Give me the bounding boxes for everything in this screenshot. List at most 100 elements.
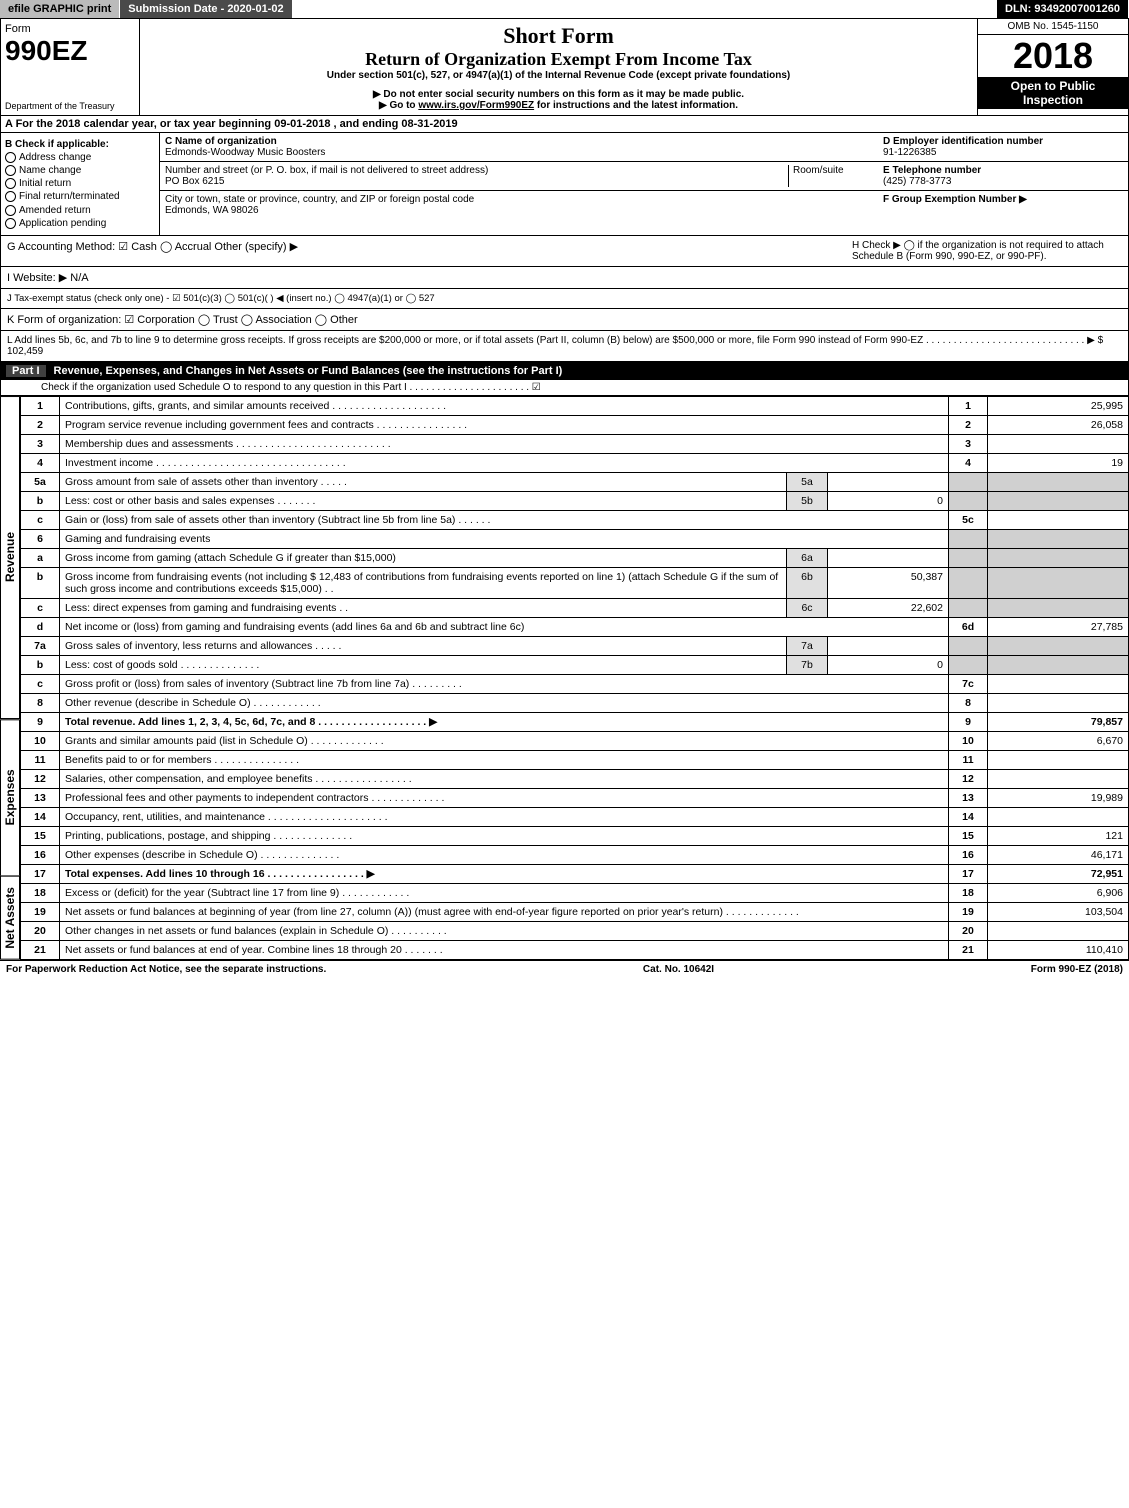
period-begin: 09-01-2018 (274, 118, 330, 130)
out-line-number: 8 (949, 693, 988, 712)
table-row: cGain or (loss) from sale of assets othe… (21, 510, 1129, 529)
right-header-col: OMB No. 1545-1150 2018 Open to Public In… (978, 19, 1128, 115)
sub-line-value: 50,387 (828, 567, 949, 598)
line-number: 15 (21, 826, 60, 845)
out-val-shade (988, 529, 1129, 548)
sub-line-value (828, 548, 949, 567)
e-label: E Telephone number (883, 165, 981, 176)
table-row: 8Other revenue (describe in Schedule O) … (21, 693, 1129, 712)
check-initial[interactable]: Initial return (5, 178, 155, 189)
line-number: 16 (21, 845, 60, 864)
line-number: c (21, 510, 60, 529)
out-line-number: 15 (949, 826, 988, 845)
table-row: 12Salaries, other compensation, and empl… (21, 769, 1129, 788)
out-line-value: 19 (988, 453, 1129, 472)
line-i: I Website: ▶ N/A (0, 267, 1129, 289)
form-id-col: Form 990EZ Department of the Treasury (1, 19, 140, 115)
sub-line-number: 5b (787, 491, 828, 510)
dept-label: Department of the Treasury (5, 101, 135, 111)
irs-link[interactable]: www.irs.gov/Form990EZ (418, 100, 534, 111)
out-line-value (988, 769, 1129, 788)
identification-block: B Check if applicable: Address change Na… (0, 133, 1129, 236)
line-number: c (21, 674, 60, 693)
line-number: 20 (21, 921, 60, 940)
c-label: C Name of organization (165, 136, 277, 147)
line-number: b (21, 655, 60, 674)
out-line-value (988, 510, 1129, 529)
out-line-value: 26,058 (988, 415, 1129, 434)
main-title: Return of Organization Exempt From Incom… (146, 49, 971, 70)
table-row: 20Other changes in net assets or fund ba… (21, 921, 1129, 940)
out-line-value (988, 921, 1129, 940)
out-num-shade (949, 636, 988, 655)
table-row: 16Other expenses (describe in Schedule O… (21, 845, 1129, 864)
right-info-col: D Employer identification number 91-1226… (878, 133, 1128, 235)
out-line-value (988, 674, 1129, 693)
table-row: dNet income or (loss) from gaming and fu… (21, 617, 1129, 636)
out-line-number: 2 (949, 415, 988, 434)
line-text: Other changes in net assets or fund bala… (60, 921, 949, 940)
out-line-value (988, 750, 1129, 769)
tax-year: 2018 (978, 35, 1128, 77)
line-text: Less: cost or other basis and sales expe… (60, 491, 787, 510)
table-row: aGross income from gaming (attach Schedu… (21, 548, 1129, 567)
out-val-shade (988, 598, 1129, 617)
table-row: bGross income from fundraising events (n… (21, 567, 1129, 598)
check-amended[interactable]: Amended return (5, 205, 155, 216)
check-address[interactable]: Address change (5, 152, 155, 163)
line-text: Less: direct expenses from gaming and fu… (60, 598, 787, 617)
sub-line-value (828, 636, 949, 655)
out-line-number: 5c (949, 510, 988, 529)
open-public: Open to Public Inspection (978, 77, 1128, 109)
table-row: bLess: cost of goods sold . . . . . . . … (21, 655, 1129, 674)
line-l-text: L Add lines 5b, 6c, and 7b to line 9 to … (7, 335, 1103, 346)
line-text: Gaming and fundraising events (60, 529, 949, 548)
org-city-box: City or town, state or province, country… (160, 191, 878, 219)
b-label: B Check if applicable: (5, 139, 155, 150)
out-line-value: 46,171 (988, 845, 1129, 864)
check-name[interactable]: Name change (5, 165, 155, 176)
out-line-value: 110,410 (988, 940, 1129, 959)
out-line-number: 9 (949, 712, 988, 731)
line-text: Benefits paid to or for members . . . . … (60, 750, 949, 769)
out-line-number: 19 (949, 902, 988, 921)
org-mid-col: C Name of organization Edmonds-Woodway M… (160, 133, 878, 235)
out-line-value (988, 807, 1129, 826)
efile-label: efile GRAPHIC print (0, 0, 120, 18)
table-row: 13Professional fees and other payments t… (21, 788, 1129, 807)
out-line-number: 6d (949, 617, 988, 636)
group-box: F Group Exemption Number ▶ (878, 191, 1128, 219)
line-number: 4 (21, 453, 60, 472)
check-final[interactable]: Final return/terminated (5, 191, 155, 202)
out-line-number: 11 (949, 750, 988, 769)
check-pending[interactable]: Application pending (5, 218, 155, 229)
line-text: Gross income from gaming (attach Schedul… (60, 548, 787, 567)
out-line-number: 3 (949, 434, 988, 453)
out-num-shade (949, 567, 988, 598)
line-text: Gross amount from sale of assets other t… (60, 472, 787, 491)
table-row: 21Net assets or fund balances at end of … (21, 940, 1129, 959)
top-bar: efile GRAPHIC print Submission Date - 20… (0, 0, 1129, 18)
sub-line-value: 0 (828, 491, 949, 510)
line-number: 1 (21, 396, 60, 415)
table-row: 9Total revenue. Add lines 1, 2, 3, 4, 5c… (21, 712, 1129, 731)
line-text: Net assets or fund balances at end of ye… (60, 940, 949, 959)
ein: 91-1226385 (883, 147, 936, 158)
table-row: 4Investment income . . . . . . . . . . .… (21, 453, 1129, 472)
out-num-shade (949, 529, 988, 548)
line-number: 13 (21, 788, 60, 807)
line-number: 19 (21, 902, 60, 921)
lines-table: 1Contributions, gifts, grants, and simil… (20, 396, 1129, 960)
line-text: Grants and similar amounts paid (list in… (60, 731, 949, 750)
street: PO Box 6215 (165, 176, 224, 187)
omb-number: OMB No. 1545-1150 (978, 19, 1128, 35)
side-netassets: Net Assets (0, 876, 20, 960)
line-text: Program service revenue including govern… (60, 415, 949, 434)
table-row: 2Program service revenue including gover… (21, 415, 1129, 434)
line-number: 14 (21, 807, 60, 826)
out-num-shade (949, 598, 988, 617)
out-line-value (988, 693, 1129, 712)
out-line-value: 72,951 (988, 864, 1129, 883)
line-text: Excess or (deficit) for the year (Subtra… (60, 883, 949, 902)
out-line-number: 17 (949, 864, 988, 883)
